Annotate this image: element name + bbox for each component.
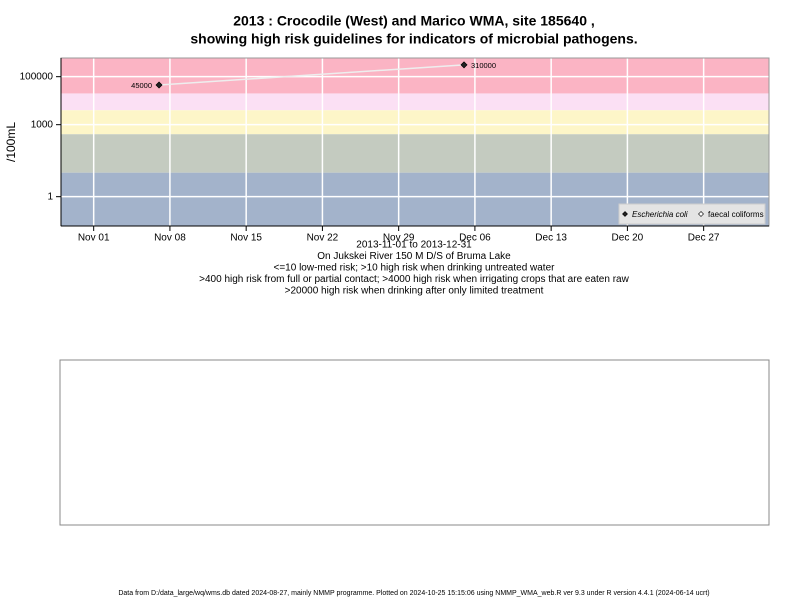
x-tick-label: Nov 29: [383, 233, 415, 244]
legend-box: [618, 203, 766, 225]
data-point: [155, 81, 163, 89]
footer: Data from D:/data_large/wq/wms.db dated …: [118, 590, 709, 597]
series-line: [158, 64, 465, 86]
legend: Escherichia coli faecal coliforms: [618, 203, 766, 225]
legend-marker: [698, 211, 704, 217]
risk-band: [61, 58, 769, 94]
y-axis-label: /100mL: [4, 122, 18, 162]
x-axis-label: <=10 low-med risk; >10 high risk when dr…: [274, 263, 556, 274]
data-point: [460, 61, 468, 69]
x-axis-label: On Jukskei River 150 M D/S of Bruma Lake: [317, 251, 511, 262]
risk-band: [61, 134, 769, 173]
x-axis-label: >20000 high risk when drinking after onl…: [285, 286, 544, 297]
x-tick-label: Nov 01: [78, 233, 110, 244]
x-tick-label: Dec 27: [688, 233, 720, 244]
risk-band: [61, 93, 769, 111]
x-tick-label: Dec 20: [612, 233, 644, 244]
chart-title: 2013 : Crocodile (West) and Marico WMA, …: [233, 13, 595, 29]
legend-marker: [622, 211, 628, 217]
empty-panel: [59, 359, 770, 526]
x-tick-label: Nov 22: [307, 233, 339, 244]
y-tick-label: 1000: [31, 119, 54, 130]
y-tick-label: 1: [47, 191, 53, 202]
x-tick-label: Dec 13: [535, 233, 567, 244]
legend-label: faecal coliforms: [708, 210, 764, 219]
chart-title: showing high risk guidelines for indicat…: [190, 31, 637, 47]
risk-band: [61, 110, 769, 135]
x-tick-label: Nov 15: [230, 233, 262, 244]
y-tick-label: 100000: [20, 71, 54, 82]
x-axis-label: >400 high risk from full or partial cont…: [199, 274, 629, 285]
x-axis-label: 2013-11-01 to 2013-12-31: [356, 240, 472, 251]
data-label: 310000: [471, 61, 496, 70]
x-tick-label: Nov 08: [154, 233, 186, 244]
legend-label: Escherichia coli: [632, 210, 688, 219]
x-tick-label: Dec 06: [459, 233, 491, 244]
data-label: 45000: [131, 81, 152, 90]
